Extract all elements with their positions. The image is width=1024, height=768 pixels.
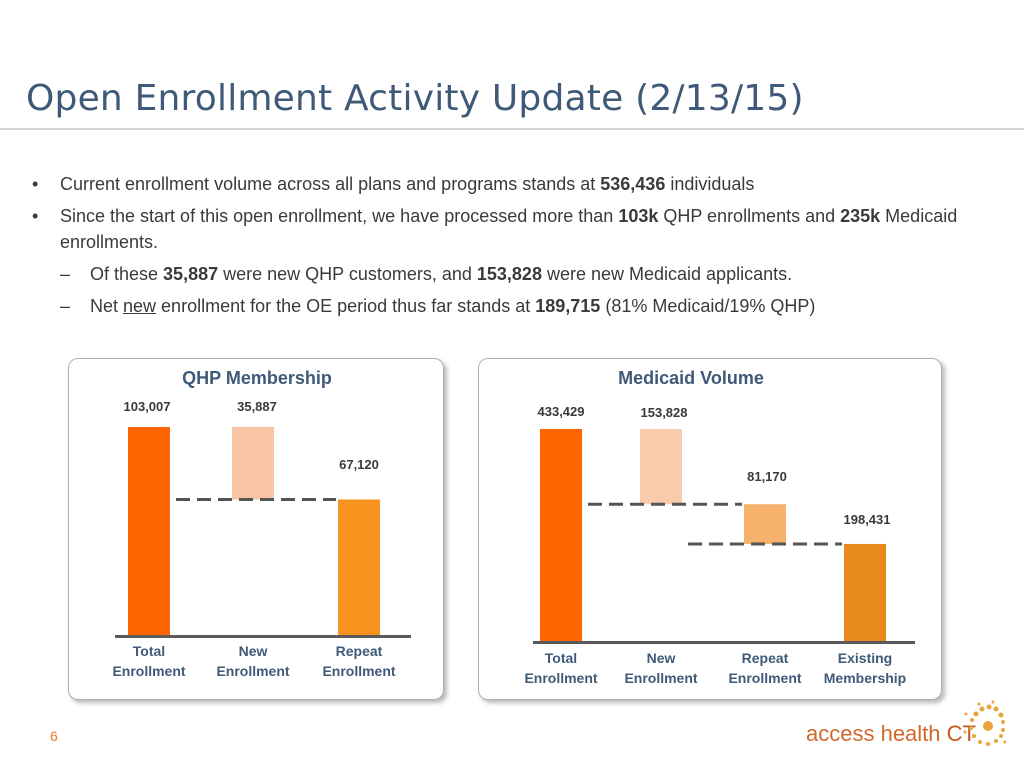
- data-label: 153,828: [641, 405, 688, 420]
- bullet-item: • Since the start of this open enrollmen…: [28, 203, 978, 255]
- category-label: Existing: [838, 650, 892, 666]
- bullet-item: • Current enrollment volume across all p…: [28, 171, 978, 197]
- category-label: Total: [133, 643, 165, 659]
- dash-marker: –: [60, 296, 71, 316]
- qhp-membership-chart: QHP Membership 103,007 35,887 67,120 Total En…: [112, 368, 411, 679]
- category-label: Enrollment: [112, 663, 185, 679]
- chart-title: QHP Membership: [182, 368, 332, 388]
- category-label: Enrollment: [728, 670, 801, 686]
- page-number: 6: [50, 728, 58, 744]
- data-label: 35,887: [237, 399, 277, 414]
- category-label: New: [647, 650, 676, 666]
- medicaid-volume-chart: Medicaid Volume 433,429 153,828 81,170 198,4…: [524, 368, 915, 686]
- category-label: Enrollment: [624, 670, 697, 686]
- access-health-ct-logo: access health CT: [806, 700, 1006, 750]
- data-label: 198,431: [844, 512, 891, 527]
- bullet-marker: •: [32, 174, 39, 194]
- bar-4: [844, 543, 886, 641]
- category-label: Membership: [824, 670, 906, 686]
- data-label: 81,170: [747, 469, 787, 484]
- bar-3: [338, 499, 380, 635]
- bar-1: [128, 427, 170, 635]
- data-label: 67,120: [339, 457, 379, 472]
- bar-2: [232, 427, 274, 500]
- chart-title: Medicaid Volume: [618, 368, 764, 388]
- category-label: Total: [545, 650, 577, 666]
- bullet-marker: •: [32, 206, 39, 226]
- page-title: Open Enrollment Activity Update (2/13/15…: [26, 78, 804, 119]
- category-label: Repeat: [742, 650, 789, 666]
- category-label: Enrollment: [216, 663, 289, 679]
- data-label: 103,007: [124, 399, 171, 414]
- category-label: New: [239, 643, 268, 659]
- bar-1: [540, 429, 582, 641]
- qhp-chart-panel: QHP Membership 103,007 35,887 67,120 Total En…: [68, 358, 444, 700]
- medicaid-chart-panel: Medicaid Volume 433,429 153,828 81,170 198,4…: [478, 358, 942, 700]
- logo-wordmark: access health CT: [806, 721, 976, 746]
- category-label: Enrollment: [322, 663, 395, 679]
- title-divider: [0, 128, 1024, 130]
- bullet-list: • Current enrollment volume across all p…: [28, 171, 978, 325]
- bar-3: [744, 504, 786, 544]
- dash-marker: –: [60, 264, 71, 284]
- sub-bullet-item: – Of these 35,887 were new QHP customers…: [28, 261, 978, 287]
- sunburst-icon: [963, 700, 1006, 746]
- sub-bullet-item: – Net new enrollment for the OE period t…: [28, 293, 978, 319]
- bar-2: [640, 429, 682, 505]
- category-label: Repeat: [336, 643, 383, 659]
- data-label: 433,429: [538, 404, 585, 419]
- category-label: Enrollment: [524, 670, 597, 686]
